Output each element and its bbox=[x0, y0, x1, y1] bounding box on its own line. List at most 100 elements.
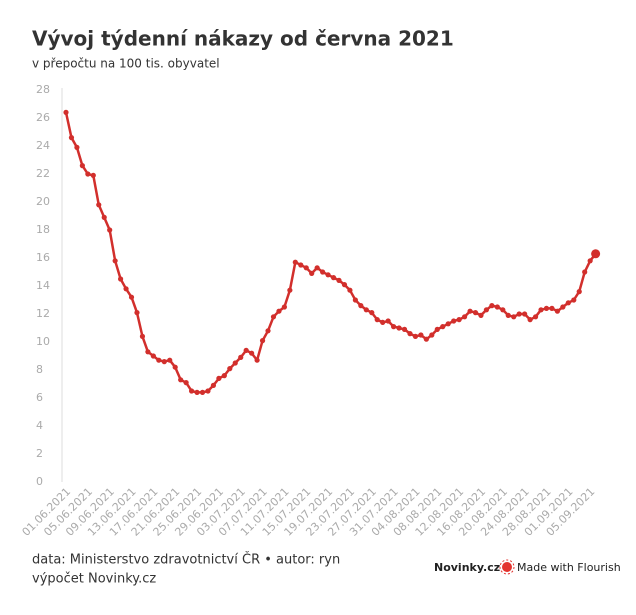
y-tick-label: 6 bbox=[36, 391, 43, 404]
point bbox=[90, 172, 96, 178]
point bbox=[380, 319, 386, 325]
point bbox=[363, 307, 369, 313]
point bbox=[205, 388, 211, 394]
chart-subtitle: v přepočtu na 100 tis. obyvatel bbox=[32, 57, 220, 71]
point bbox=[369, 310, 375, 316]
point bbox=[560, 304, 566, 310]
point bbox=[259, 338, 266, 344]
point bbox=[330, 275, 337, 281]
point bbox=[178, 377, 184, 383]
point bbox=[429, 332, 435, 338]
y-tick-label: 16 bbox=[36, 251, 50, 264]
y-tick-label: 14 bbox=[36, 279, 50, 292]
y-tick-label: 10 bbox=[36, 335, 50, 348]
point bbox=[434, 326, 440, 332]
point bbox=[461, 314, 468, 320]
point bbox=[478, 312, 484, 318]
point bbox=[451, 318, 457, 324]
point bbox=[314, 265, 320, 271]
point bbox=[303, 265, 309, 271]
point bbox=[210, 382, 217, 388]
y-tick-label: 18 bbox=[36, 223, 50, 236]
point bbox=[188, 388, 195, 394]
point bbox=[385, 318, 391, 324]
point bbox=[472, 310, 479, 316]
y-tick-label: 12 bbox=[36, 307, 50, 320]
point bbox=[270, 314, 277, 320]
point bbox=[565, 300, 571, 306]
point bbox=[591, 249, 601, 259]
point bbox=[118, 276, 124, 282]
point bbox=[320, 269, 326, 275]
point bbox=[232, 360, 238, 366]
point bbox=[352, 297, 358, 303]
point bbox=[582, 269, 588, 275]
point bbox=[418, 332, 424, 338]
point bbox=[423, 336, 429, 342]
point bbox=[494, 304, 500, 310]
point bbox=[571, 297, 577, 303]
point bbox=[358, 303, 364, 309]
point bbox=[445, 321, 451, 327]
chart-title: Vývoj týdenní nákazy od června 2021 bbox=[32, 27, 454, 51]
point bbox=[500, 307, 506, 313]
y-tick-label: 4 bbox=[36, 419, 43, 432]
point bbox=[391, 324, 397, 330]
point bbox=[238, 354, 244, 360]
footer-source: data: Ministerstvo zdravotnictví ČR • au… bbox=[32, 552, 340, 568]
point bbox=[96, 202, 102, 208]
point bbox=[396, 325, 402, 331]
point bbox=[161, 359, 167, 365]
credit: Made with Flourish bbox=[517, 561, 621, 574]
point bbox=[336, 277, 342, 283]
brand: Novinky.cz bbox=[434, 561, 500, 574]
point bbox=[156, 357, 162, 363]
point bbox=[538, 307, 544, 313]
point bbox=[216, 375, 222, 381]
point bbox=[292, 259, 298, 265]
point bbox=[440, 324, 446, 330]
point bbox=[456, 317, 462, 323]
point bbox=[516, 311, 522, 317]
point bbox=[123, 286, 129, 292]
point bbox=[101, 214, 107, 220]
point bbox=[505, 312, 511, 318]
point bbox=[325, 272, 331, 278]
point bbox=[172, 364, 178, 370]
point bbox=[74, 144, 80, 150]
point bbox=[79, 163, 85, 169]
point bbox=[549, 305, 555, 311]
point bbox=[522, 311, 528, 317]
flourish-logo bbox=[499, 559, 515, 575]
point bbox=[265, 328, 271, 334]
point bbox=[254, 357, 260, 363]
point bbox=[85, 171, 91, 177]
point bbox=[107, 227, 113, 233]
point bbox=[134, 310, 140, 316]
point bbox=[309, 270, 315, 276]
point bbox=[63, 109, 69, 115]
point bbox=[532, 314, 539, 320]
point bbox=[511, 314, 517, 320]
point bbox=[276, 308, 282, 314]
point bbox=[412, 333, 419, 339]
point bbox=[249, 350, 255, 356]
y-tick-label: 2 bbox=[36, 447, 43, 460]
point bbox=[243, 347, 249, 353]
point bbox=[128, 294, 135, 300]
footer-note: výpočet Novinky.cz bbox=[32, 572, 156, 587]
y-tick-label: 28 bbox=[36, 83, 50, 96]
y-tick-label: 22 bbox=[36, 167, 50, 180]
point bbox=[576, 289, 582, 295]
point bbox=[543, 305, 550, 311]
point bbox=[139, 333, 146, 339]
point bbox=[527, 317, 533, 323]
point bbox=[341, 282, 348, 288]
point bbox=[227, 366, 233, 372]
point bbox=[587, 258, 593, 264]
point bbox=[221, 373, 227, 379]
point bbox=[199, 389, 206, 395]
point bbox=[407, 331, 413, 337]
